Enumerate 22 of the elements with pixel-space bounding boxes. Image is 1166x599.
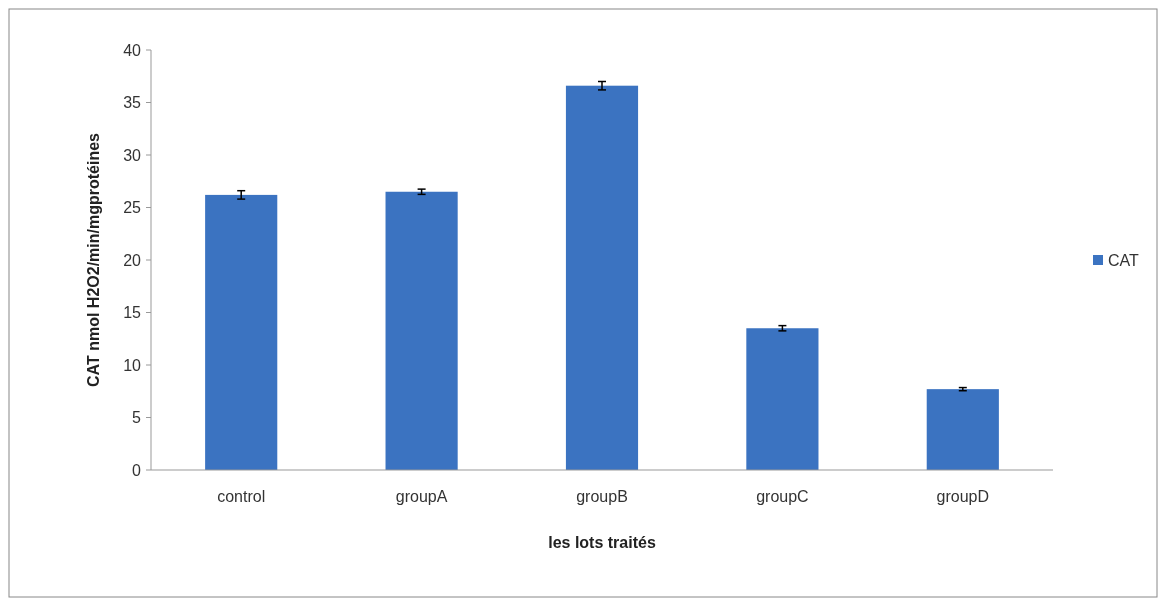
bar [205, 194, 278, 470]
y-tick-label: 10 [123, 356, 142, 374]
x-tick-label: groupA [395, 488, 448, 505]
y-tick-label: 40 [123, 41, 142, 59]
y-tick-label: 0 [132, 461, 142, 479]
y-tick-label: 20 [123, 251, 142, 269]
legend-label: CAT [1108, 251, 1140, 269]
y-tick-label: 35 [123, 94, 142, 112]
y-axis-title: CAT nmol H2O2/min/mgprotéines [85, 132, 102, 387]
bar [385, 191, 458, 470]
y-tick-label: 15 [123, 304, 142, 322]
x-tick-label: groupB [576, 488, 628, 505]
bar [926, 389, 999, 470]
y-tick-label: 25 [123, 199, 142, 217]
bar [565, 85, 639, 470]
x-axis-title: les lots traités [548, 534, 656, 551]
x-tick-label: groupC [756, 488, 809, 505]
y-tick-label: 30 [123, 146, 142, 164]
bar [746, 328, 819, 470]
x-tick-label: control [217, 488, 266, 505]
y-tick-label: 5 [132, 409, 142, 427]
x-tick-label: groupD [936, 488, 990, 505]
